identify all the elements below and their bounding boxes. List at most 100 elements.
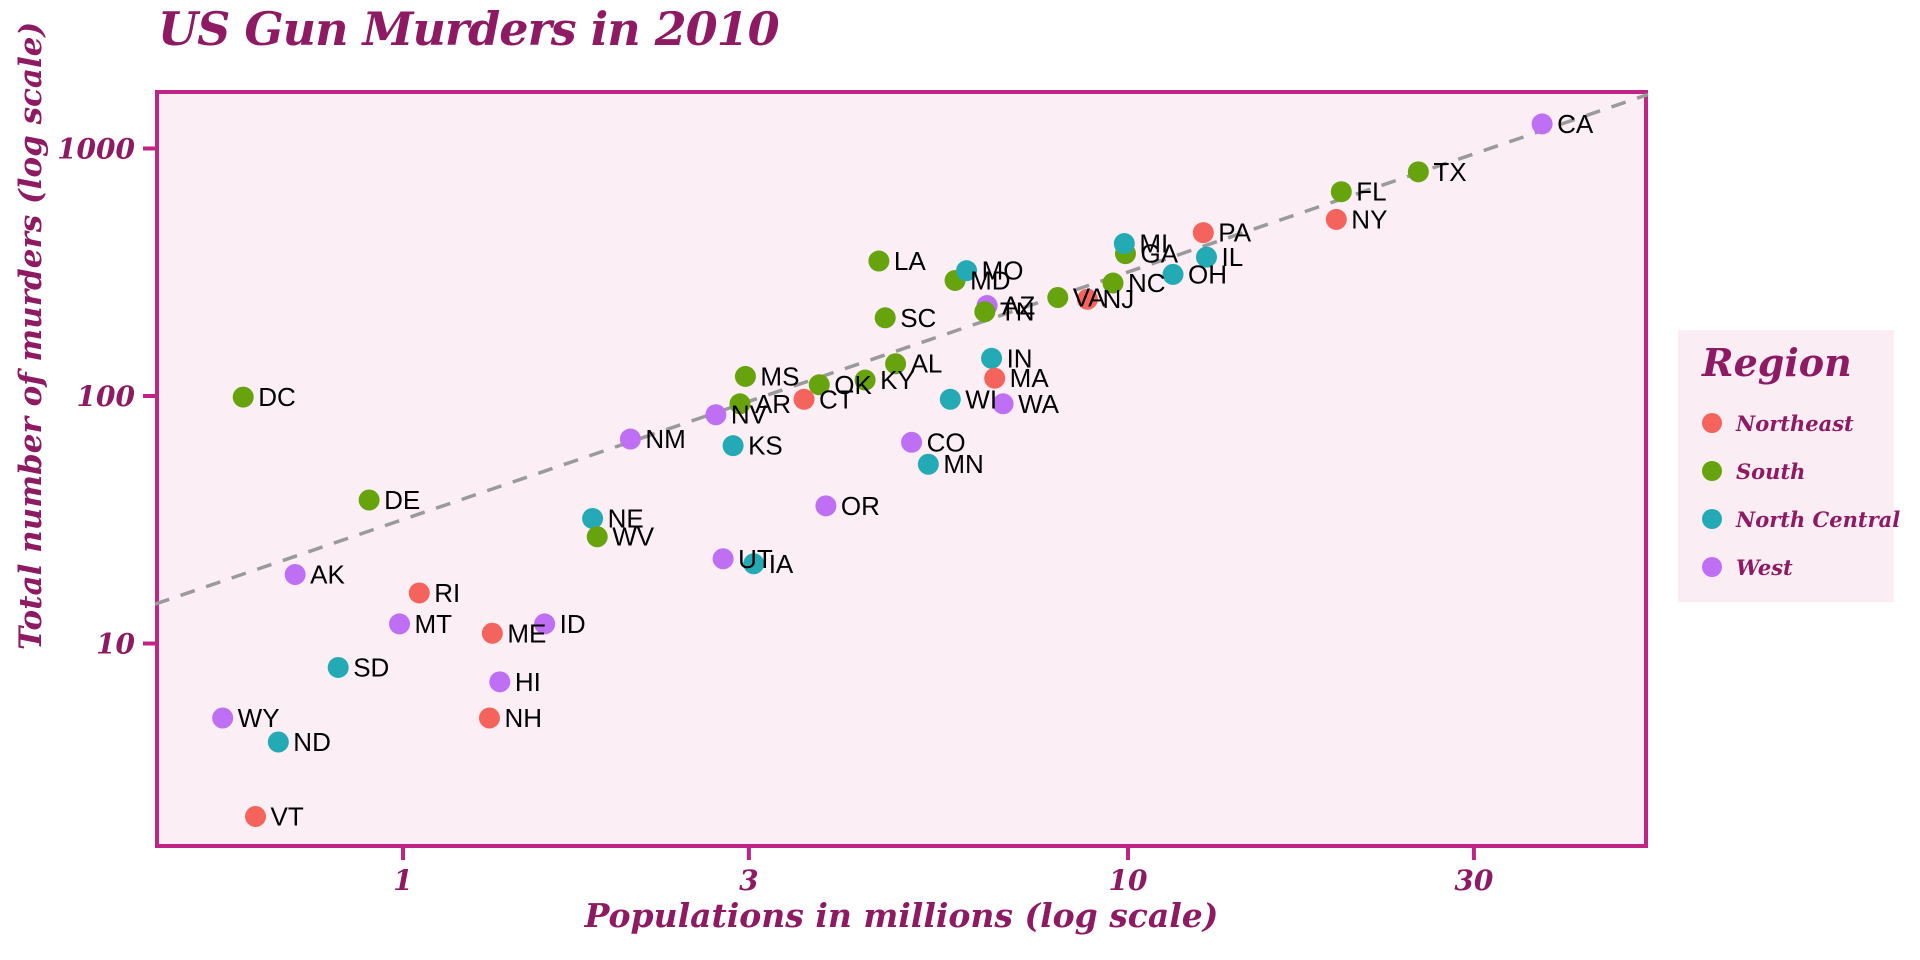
point-AR [729,393,751,415]
legend-item-south: South [1702,447,1894,495]
legend-item-label: South [1736,458,1806,484]
point-label-MI: MI [1139,229,1168,259]
legend-item-label: Northeast [1736,410,1854,436]
legend-title: Region [1702,340,1852,385]
point-label-AR: AR [755,389,791,419]
point-label-NV: NV [731,400,768,430]
point-label-CT: CT [819,384,854,414]
point-MS [734,365,756,387]
point-label-MO: MO [982,256,1024,286]
point-CT [793,388,815,410]
x-tick-label-10: 10 [1109,864,1148,897]
point-MA [984,367,1006,389]
point-OK [808,374,830,396]
point-label-GA: GA [1140,239,1178,269]
legend-item-label: North Central [1736,506,1901,532]
x-tick-label-3: 3 [739,864,758,897]
point-label-DC: DC [258,382,296,412]
point-WI [939,388,961,410]
point-MT [389,613,411,635]
point-label-WV: WV [612,522,655,552]
legend-item-northeast: Northeast [1702,399,1894,447]
point-label-CO: CO [927,427,966,457]
x-tick-label-30: 30 [1454,864,1493,897]
point-label-OH: OH [1188,259,1227,289]
point-label-MT: MT [415,609,453,639]
point-NY [1325,208,1347,230]
point-label-DE: DE [384,485,420,515]
point-label-HI: HI [515,667,541,697]
point-MI [1113,233,1135,255]
point-label-IN: IN [1007,343,1033,373]
y-tick-label-100: 100 [77,380,136,413]
point-WV [586,526,608,548]
point-MO [956,260,978,282]
point-AK [284,564,306,586]
legend: Region Northeast South North Central West [1678,330,1900,602]
point-label-WA: WA [1018,389,1060,419]
point-label-MA: MA [1010,363,1050,393]
legend-item-north-central: North Central [1702,495,1900,543]
point-label-ME: ME [507,618,546,648]
point-AL [885,353,907,375]
point-label-NH: NH [504,703,542,733]
point-ME [481,622,503,644]
point-WY [212,707,234,729]
point-OR [815,495,837,517]
point-label-SC: SC [900,303,936,333]
point-HI [489,671,511,693]
point-label-VT: VT [271,801,304,831]
point-label-ID: ID [560,609,586,639]
point-label-CA: CA [1557,109,1594,139]
point-CO [901,431,923,453]
point-ID [534,613,556,635]
point-KS [722,435,744,457]
point-label-FL: FL [1356,177,1386,207]
point-label-IA: IA [769,549,794,579]
point-RI [408,582,430,604]
point-IA [743,553,765,575]
x-tick-label-1: 1 [393,864,412,897]
point-VT [245,805,267,827]
point-CA [1531,113,1553,135]
legend-items: Northeast South North Central West [1702,399,1900,591]
point-NC [1102,272,1124,294]
point-label-RI: RI [434,578,460,608]
point-label-WY: WY [238,703,280,733]
point-label-PA: PA [1218,218,1251,248]
point-MN [917,453,939,475]
y-axis-label: Total number of murders (log scale) [13,21,49,650]
chart-title: US Gun Murders in 2010 [158,2,780,56]
point-label-UT: UT [738,544,773,574]
point-label-MD: MD [970,265,1010,295]
point-label-LA: LA [894,246,926,276]
point-label-NE: NE [608,503,644,533]
legend-item-west: West [1702,543,1894,591]
point-IL [1195,246,1217,268]
point-NM [619,428,641,450]
y-tick-label-10: 10 [96,628,135,661]
point-label-AL: AL [911,349,943,379]
point-label-OR: OR [841,491,880,521]
point-VA [1047,287,1069,309]
plot-panel [155,90,1648,848]
point-label-VA: VA [1073,283,1106,313]
trend-line [154,92,1649,606]
point-label-NC: NC [1128,268,1166,298]
point-KY [854,369,876,391]
legend-dot-icon [1702,413,1722,433]
point-label-ND: ND [293,727,331,757]
point-TN [974,301,996,323]
point-DE [358,489,380,511]
point-label-NM: NM [645,424,685,454]
point-ND [267,731,289,753]
point-label-WI: WI [965,384,997,414]
point-OH [1162,263,1184,285]
point-label-SD: SD [353,652,389,682]
point-label-AZ: AZ [1002,291,1035,321]
point-LA [868,250,890,272]
y-tick-label-1000: 1000 [57,133,135,166]
point-NV [705,404,727,426]
point-label-MS: MS [760,361,799,391]
